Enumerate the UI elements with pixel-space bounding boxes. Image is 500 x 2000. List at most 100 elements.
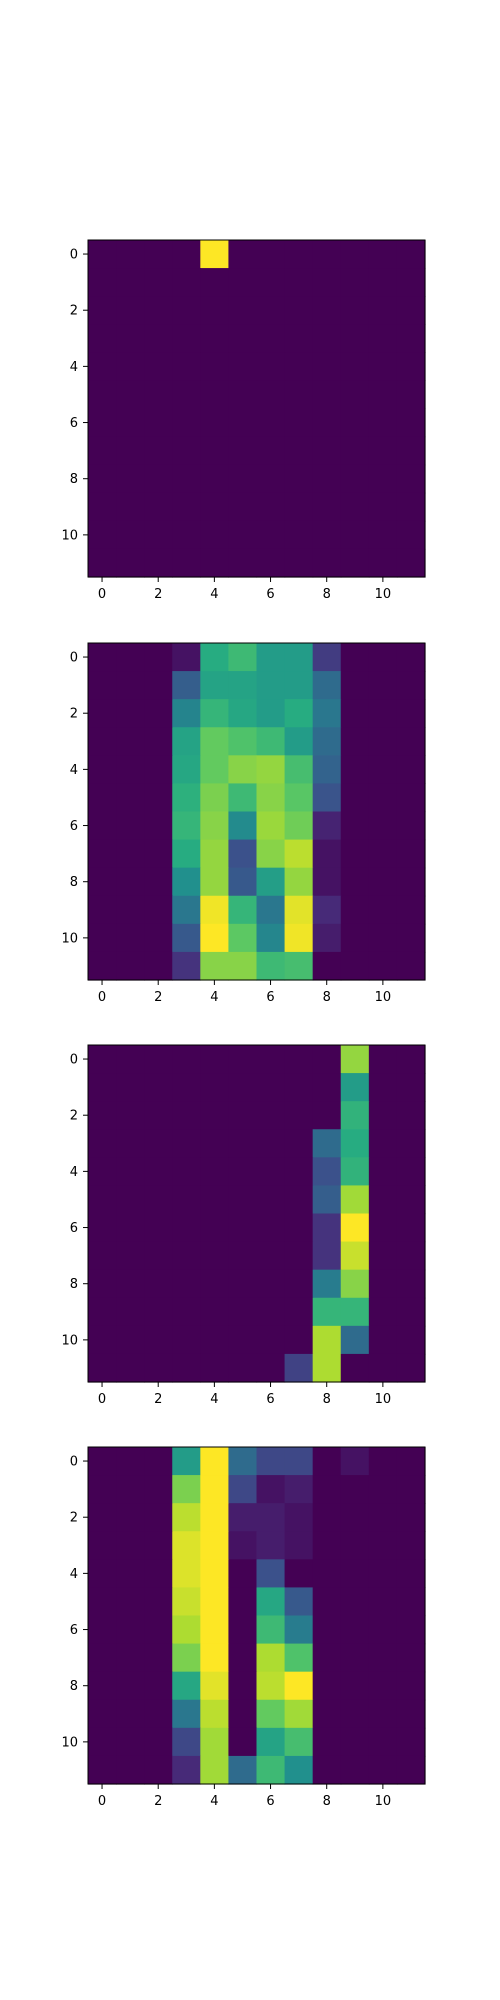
- heatmap-cell-r6-c2: [144, 811, 173, 841]
- heatmap-cell-r5-c2: [144, 1587, 173, 1617]
- heatmap-cell-r6-c9: [340, 1213, 370, 1243]
- heatmap-cell-r6-c10: [368, 1213, 398, 1243]
- x-tick-label-8: 8: [323, 587, 331, 602]
- heatmap-cell-r5-c4: [200, 1587, 230, 1617]
- heatmap-cell-r0-c9: [340, 643, 370, 672]
- heatmap-cell-r8-c6: [256, 1671, 286, 1701]
- heatmap-cell-r4-c10: [368, 1559, 398, 1589]
- heatmap-cell-r1-c8: [312, 1475, 342, 1504]
- heatmap-cell-r8-c1: [116, 1269, 145, 1299]
- heatmap-cell-r2-c3: [172, 296, 201, 325]
- heatmap-cell-r4-c6: [256, 352, 286, 382]
- x-tick-label-4: 4: [210, 990, 218, 1005]
- heatmap-cell-r10-c3: [172, 1325, 201, 1355]
- heatmap-cell-r4-c5: [228, 1157, 258, 1187]
- heatmap-cell-r7-c7: [284, 1643, 314, 1673]
- heatmap-cell-r2-c8: [312, 296, 342, 325]
- heatmap-cell-r7-c5: [228, 1241, 258, 1271]
- heatmap-cell-r4-c7: [284, 755, 314, 785]
- heatmap-cell-r9-c1: [116, 1297, 145, 1327]
- heatmap-cell-r11-c6: [256, 1353, 286, 1383]
- heatmap-cell-r5-c5: [228, 380, 258, 410]
- heatmap-cell-r2-c6: [256, 1503, 286, 1532]
- heatmap-cell-r4-c2: [144, 755, 173, 785]
- heatmap-cell-r9-c0: [88, 1297, 117, 1327]
- heatmap-cell-r0-c5: [228, 1045, 258, 1074]
- heatmap-cell-r9-c6: [256, 492, 286, 522]
- heatmap-cell-r6-c10: [368, 1615, 398, 1645]
- heatmap-cell-r3-c7: [284, 1531, 314, 1560]
- heatmap-cell-r7-c10: [368, 1241, 398, 1271]
- heatmap-cell-r4-c0: [88, 1157, 117, 1187]
- heatmap-cell-r9-c1: [116, 895, 145, 925]
- heatmap-cell-r11-c8: [312, 1353, 342, 1383]
- heatmap-cell-r5-c10: [368, 783, 398, 813]
- heatmap-cell-r0-c1: [116, 1447, 145, 1476]
- x-tick-label-6: 6: [266, 1794, 274, 1809]
- heatmap-cell-r8-c5: [228, 1269, 258, 1299]
- heatmap-cell-r4-c4: [200, 755, 230, 785]
- heatmap-cell-r10-c8: [312, 923, 342, 953]
- heatmap-cell-r0-c8: [312, 240, 342, 269]
- heatmap-cell-r1-c11: [396, 1475, 426, 1504]
- heatmap-cell-r2-c0: [88, 1503, 117, 1532]
- heatmap-cell-r1-c10: [368, 268, 398, 297]
- heatmap-cell-r8-c8: [312, 1269, 342, 1299]
- heatmap-cell-r4-c6: [256, 1559, 286, 1589]
- heatmap-cell-r0-c2: [144, 1447, 173, 1476]
- heatmap-cell-r11-c0: [88, 1755, 117, 1785]
- x-tick-label-2: 2: [154, 587, 162, 602]
- heatmap-cell-r1-c6: [256, 268, 286, 297]
- heatmap-cell-r1-c9: [340, 1475, 370, 1504]
- heatmap-cell-r3-c6: [256, 1531, 286, 1560]
- heatmap-cell-r9-c2: [144, 492, 173, 522]
- heatmap-cell-r5-c11: [396, 1587, 426, 1617]
- heatmap-cell-r5-c6: [256, 380, 286, 410]
- heatmap-cell-r11-c8: [312, 548, 342, 578]
- heatmap-cell-r5-c6: [256, 783, 286, 813]
- heatmap-cell-r5-c4: [200, 380, 230, 410]
- heatmap-cell-r7-c9: [340, 1241, 370, 1271]
- y-tick-label-6: 6: [70, 1221, 78, 1236]
- heatmap-cell-r0-c10: [368, 1447, 398, 1476]
- heatmap-cell-r1-c4: [200, 1073, 230, 1102]
- heatmap-cell-r0-c7: [284, 643, 314, 672]
- heatmap-cell-r9-c6: [256, 1699, 286, 1729]
- heatmap-cell-r10-c11: [396, 1727, 426, 1757]
- heatmap-cell-r3-c3: [172, 324, 201, 353]
- heatmap-cell-r0-c11: [396, 643, 426, 672]
- heatmap-cell-r3-c1: [116, 324, 145, 353]
- heatmap-cell-r6-c3: [172, 1615, 201, 1645]
- y-tick-label-8: 8: [70, 1679, 78, 1694]
- heatmap-cell-r11-c4: [200, 951, 230, 981]
- heatmap-cell-r6-c11: [396, 1213, 426, 1243]
- heatmap-cell-r2-c6: [256, 296, 286, 325]
- heatmap-cell-r4-c8: [312, 1559, 342, 1589]
- heatmap-cell-r6-c1: [116, 1213, 145, 1243]
- heatmap-cell-r0-c8: [312, 1045, 342, 1074]
- heatmap-cell-r6-c7: [284, 811, 314, 841]
- y-tick-label-10: 10: [61, 1735, 78, 1750]
- heatmap-cell-r2-c1: [116, 699, 145, 728]
- heatmap-cell-r9-c9: [340, 492, 370, 522]
- heatmap-cell-r5-c4: [200, 783, 230, 813]
- heatmap-cell-r5-c3: [172, 1185, 201, 1215]
- heatmap-cell-r9-c3: [172, 895, 201, 925]
- heatmap-cell-r8-c0: [88, 464, 117, 494]
- heatmap-cell-r8-c5: [228, 867, 258, 897]
- heatmap-cell-r4-c5: [228, 755, 258, 785]
- heatmap-cell-r8-c3: [172, 867, 201, 897]
- heatmap-cell-r9-c7: [284, 1297, 314, 1327]
- heatmap-cell-r8-c7: [284, 867, 314, 897]
- heatmap-cell-r4-c9: [340, 1559, 370, 1589]
- heatmap-cell-r2-c11: [396, 699, 426, 728]
- y-tick-label-6: 6: [70, 1623, 78, 1638]
- y-tick-label-0: 0: [70, 248, 78, 263]
- heatmap-cell-r10-c5: [228, 1325, 258, 1355]
- heatmap-cell-r6-c5: [228, 1213, 258, 1243]
- heatmap-cell-r10-c2: [144, 923, 173, 953]
- heatmap-cell-r5-c7: [284, 783, 314, 813]
- heatmap-cell-r9-c1: [116, 492, 145, 522]
- heatmap-cell-r6-c8: [312, 1615, 342, 1645]
- heatmap-cell-r0-c3: [172, 1447, 201, 1476]
